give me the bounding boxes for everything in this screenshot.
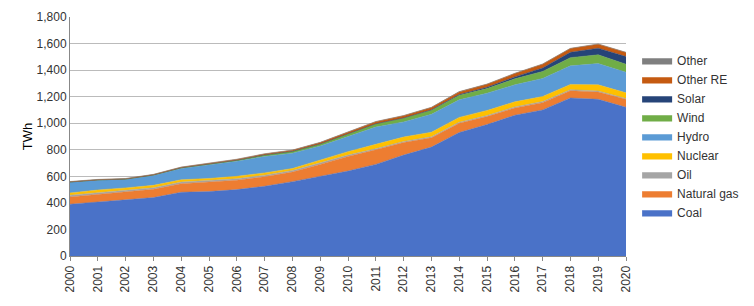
svg-text:2006: 2006: [230, 265, 244, 292]
svg-text:Other: Other: [677, 54, 707, 68]
svg-text:2010: 2010: [341, 265, 355, 292]
svg-text:0: 0: [60, 249, 67, 263]
svg-text:2009: 2009: [313, 265, 327, 292]
svg-text:Nuclear: Nuclear: [677, 149, 718, 163]
svg-text:2003: 2003: [146, 265, 160, 292]
svg-text:1,000: 1,000: [37, 116, 67, 130]
svg-text:1,600: 1,600: [37, 37, 67, 51]
svg-text:Oil: Oil: [677, 168, 692, 182]
svg-text:800: 800: [47, 143, 67, 157]
svg-text:2018: 2018: [563, 265, 577, 292]
svg-text:2013: 2013: [424, 265, 438, 292]
svg-text:Hydro: Hydro: [677, 130, 709, 144]
svg-text:2002: 2002: [119, 265, 133, 292]
svg-text:600: 600: [47, 170, 67, 184]
svg-text:Natural gas: Natural gas: [677, 187, 738, 201]
svg-text:2000: 2000: [63, 265, 77, 292]
svg-text:2019: 2019: [591, 265, 605, 292]
svg-text:1,400: 1,400: [37, 63, 67, 77]
svg-text:Coal: Coal: [677, 206, 702, 220]
svg-text:2016: 2016: [508, 265, 522, 292]
svg-text:2020: 2020: [619, 265, 633, 292]
svg-text:TWh: TWh: [20, 123, 35, 150]
svg-text:2014: 2014: [452, 265, 466, 292]
svg-text:400: 400: [47, 196, 67, 210]
svg-text:1,200: 1,200: [37, 90, 67, 104]
svg-text:2017: 2017: [536, 265, 550, 292]
svg-text:Wind: Wind: [677, 111, 704, 125]
svg-text:2012: 2012: [397, 265, 411, 292]
svg-text:2004: 2004: [174, 265, 188, 292]
svg-text:2008: 2008: [285, 265, 299, 292]
svg-text:200: 200: [47, 223, 67, 237]
svg-text:2001: 2001: [91, 265, 105, 292]
svg-text:Solar: Solar: [677, 92, 705, 106]
svg-text:2015: 2015: [480, 265, 494, 292]
svg-text:1,800: 1,800: [37, 10, 67, 24]
svg-text:2007: 2007: [258, 265, 272, 292]
svg-text:2005: 2005: [202, 265, 216, 292]
svg-text:Other RE: Other RE: [677, 73, 727, 87]
svg-text:2011: 2011: [369, 265, 383, 291]
